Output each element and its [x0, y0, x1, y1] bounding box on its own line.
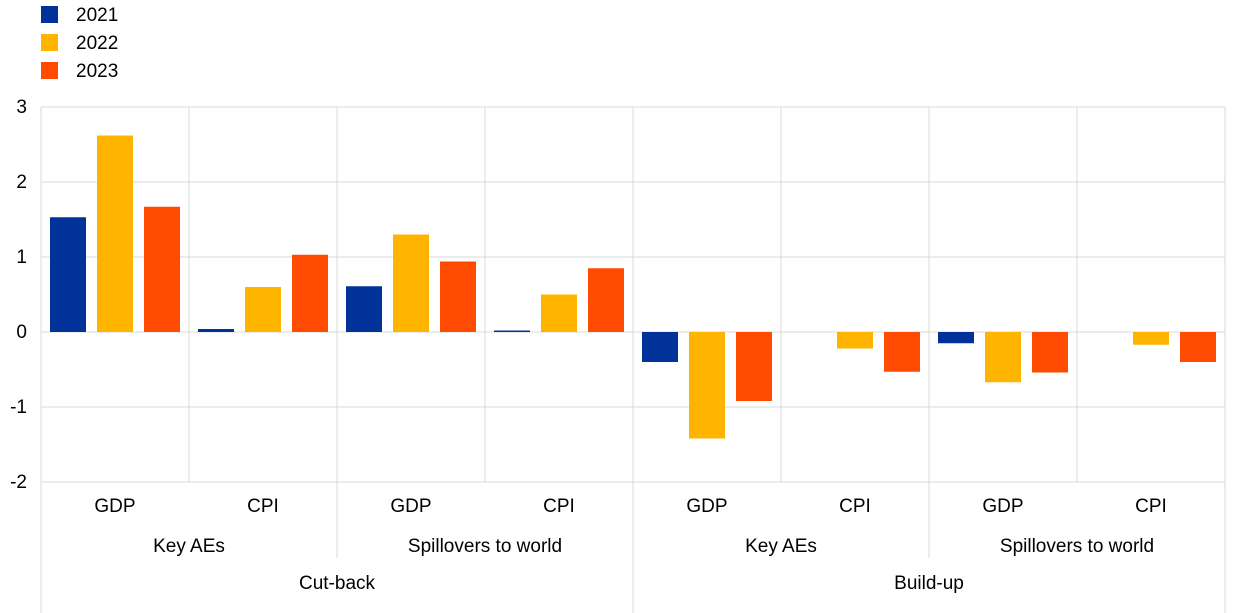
x-tick-label: GDP — [94, 496, 135, 517]
bar-2021-3 — [494, 330, 530, 332]
legend-swatch-2021 — [41, 6, 58, 23]
bar-2023-4 — [736, 332, 772, 401]
x-tick-label: GDP — [686, 496, 727, 517]
bar-2023-6 — [1032, 332, 1068, 373]
legend-label: 2023 — [76, 61, 118, 82]
bar-2023-5 — [884, 332, 920, 372]
bar-2022-2 — [393, 234, 429, 332]
x-tick-label: CPI — [247, 496, 279, 517]
legend-label: 2022 — [76, 33, 118, 54]
gridlines — [40, 106, 1226, 483]
bar-2022-7 — [1133, 332, 1169, 345]
bar-2023-3 — [588, 268, 624, 332]
bar-2022-5 — [837, 332, 873, 349]
legend-label: 2021 — [76, 5, 118, 26]
x-tick-label: CPI — [839, 496, 871, 517]
bar-2021-0 — [50, 217, 86, 332]
group-label: Spillovers to world — [1000, 536, 1154, 557]
y-tick-label: -2 — [10, 472, 27, 493]
bar-2023-1 — [292, 254, 328, 332]
y-tick-label: 1 — [16, 247, 27, 268]
x-tick-label: GDP — [982, 496, 1023, 517]
legend-swatch-2023 — [41, 62, 58, 79]
y-tick-label: -1 — [10, 397, 27, 418]
x-tick-label: CPI — [543, 496, 575, 517]
supergroup-label: Build-up — [894, 573, 964, 594]
supergroup-label: Cut-back — [299, 573, 376, 594]
x-tick-label: CPI — [1135, 496, 1167, 517]
y-tick-label: 3 — [16, 97, 27, 118]
bar-2021-1 — [198, 329, 234, 332]
bar-2022-3 — [541, 294, 577, 332]
x-tick-label: GDP — [390, 496, 431, 517]
bar-2022-4 — [689, 332, 725, 439]
y-axis: -2 -1 0 1 2 3 — [10, 97, 27, 493]
y-tick-label: 2 — [16, 172, 27, 193]
legend-swatch-2022 — [41, 34, 58, 51]
bar-2023-0 — [144, 206, 180, 332]
bars — [50, 135, 1216, 439]
group-label: Key AEs — [745, 536, 817, 557]
bar-2022-6 — [985, 332, 1021, 383]
bar-2021-6 — [938, 332, 974, 344]
bar-2023-2 — [440, 261, 476, 332]
group-label: Spillovers to world — [408, 536, 562, 557]
bar-2021-4 — [642, 332, 678, 362]
bar-2022-0 — [97, 135, 133, 332]
legend: 2021 2022 2023 — [41, 5, 118, 82]
bar-2023-7 — [1180, 332, 1216, 362]
bar-2021-2 — [346, 286, 382, 332]
y-tick-label: 0 — [16, 322, 27, 343]
bar-2022-1 — [245, 287, 281, 332]
group-label: Key AEs — [153, 536, 225, 557]
x-axis: GDP CPI GDP CPI GDP CPI GDP CPI Key AEs Spillover… — [40, 482, 1226, 613]
